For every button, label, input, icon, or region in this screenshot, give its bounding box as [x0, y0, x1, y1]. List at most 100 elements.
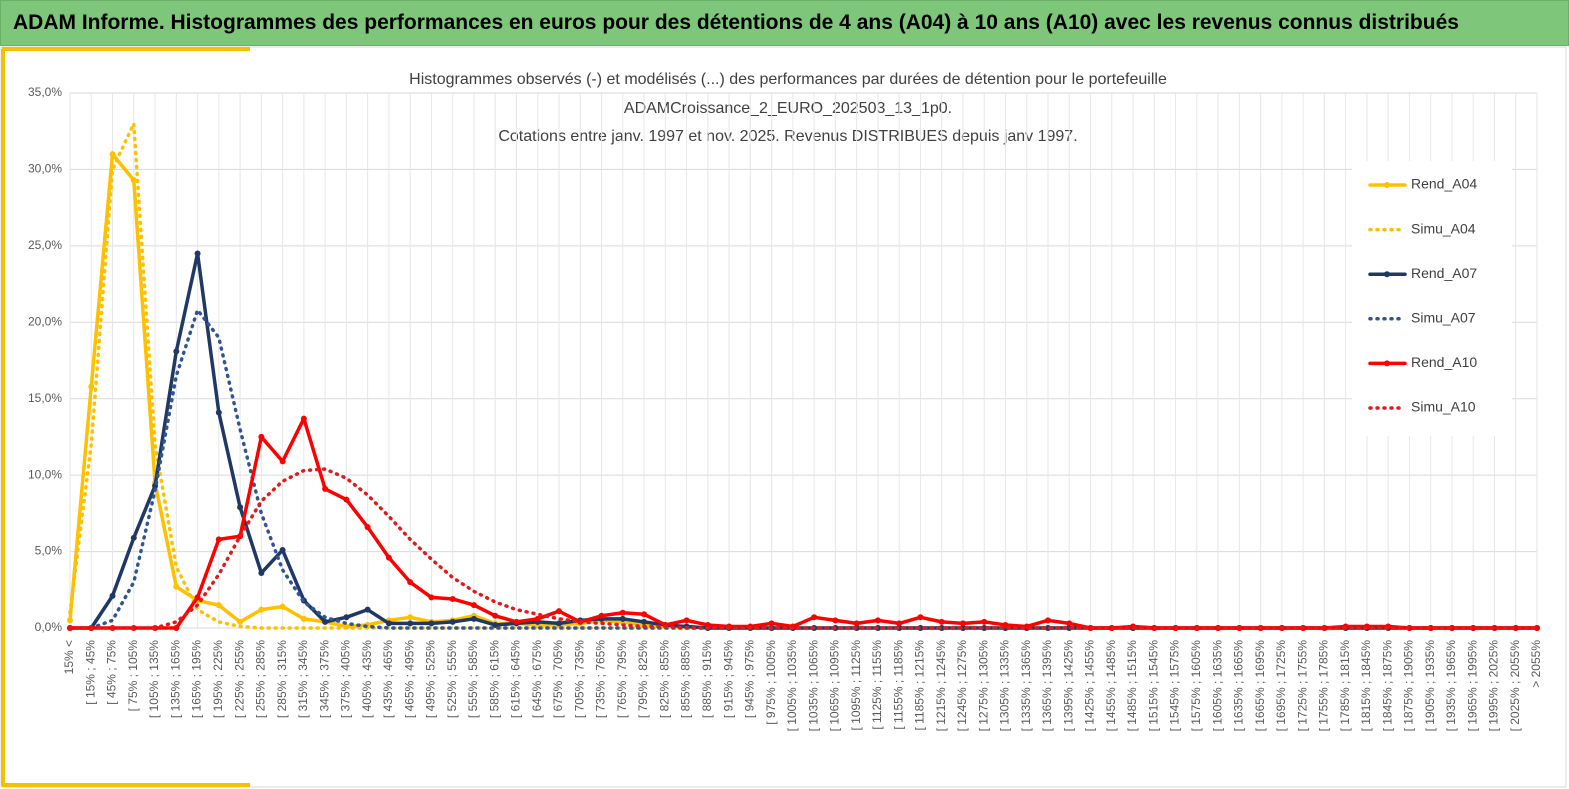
x-tick-label: [ 195% ; 225%	[211, 640, 225, 718]
data-point	[343, 614, 350, 621]
x-tick-label: [ 975% ; 1005%	[764, 640, 778, 725]
y-tick-label: 30,0%	[28, 162, 62, 176]
data-point	[853, 620, 860, 627]
x-tick-label: 15% <	[62, 640, 76, 674]
data-point	[279, 603, 286, 610]
data-point	[109, 151, 116, 158]
x-tick-label: [ 1485% ; 1515%	[1125, 640, 1139, 732]
data-point	[130, 177, 137, 184]
data-point	[237, 618, 244, 625]
x-tick-label: [ 885% ; 915%	[700, 640, 714, 718]
data-point	[1534, 625, 1540, 631]
data-point	[1045, 617, 1051, 624]
data-point	[173, 348, 180, 355]
data-point	[343, 496, 350, 503]
x-tick-label: [ 1095% ; 1125%	[849, 640, 863, 731]
x-tick-label: [ 1815% ; 1845%	[1359, 640, 1373, 732]
legend-label: Rend_A07	[1411, 265, 1477, 281]
header: ADAM Informe. Histogrammes des performan…	[0, 0, 1569, 46]
data-point	[385, 620, 392, 627]
x-tick-label: [ 555% ; 585%	[466, 640, 480, 718]
x-tick-label: [ 1725% ; 1755%	[1295, 640, 1309, 732]
x-tick-label: [ 585% ; 615%	[487, 640, 501, 718]
data-point	[938, 618, 945, 625]
data-point	[300, 415, 307, 422]
x-tick-label: [ 615% ; 645%	[509, 640, 523, 718]
x-tick-label: [ 345% ; 375%	[317, 640, 331, 718]
data-point	[407, 620, 414, 627]
x-tick-label: [ 1605% ; 1635%	[1210, 640, 1224, 732]
legend-box	[1352, 161, 1512, 436]
data-point	[258, 433, 265, 440]
data-point	[258, 606, 265, 613]
x-tick-label: [ 1275% ; 1305%	[976, 640, 990, 732]
x-tick-label: [ 1065% ; 1095%	[828, 640, 842, 732]
legend-marker	[1384, 271, 1390, 278]
x-tick-label: [ 435% ; 465%	[381, 640, 395, 718]
data-point	[598, 612, 605, 619]
x-tick-label: [ 1575% ; 1605%	[1189, 640, 1203, 732]
x-tick-label: [ 765% ; 795%	[615, 640, 629, 718]
x-tick-label: [ 525% ; 555%	[445, 640, 459, 718]
x-tick-label: [ 1905% ; 1935%	[1423, 640, 1437, 732]
x-tick-label: [ 375% ; 405%	[339, 640, 353, 718]
data-point	[534, 615, 541, 622]
x-tick-label: > 2055%	[1529, 640, 1543, 688]
data-point	[1512, 625, 1519, 631]
data-point	[407, 579, 414, 586]
legend-label: Rend_A10	[1411, 354, 1477, 370]
data-point	[67, 617, 73, 624]
x-tick-label: [ 1965% ; 1995%	[1465, 640, 1479, 732]
y-tick-label: 15,0%	[28, 391, 62, 405]
x-tick-label: [ 1785% ; 1815%	[1338, 640, 1352, 732]
x-tick-label: [ 675% ; 705%	[551, 640, 565, 718]
data-point	[322, 485, 329, 492]
y-tick-label: 25,0%	[28, 238, 62, 252]
x-tick-label: [ 225% ; 255%	[232, 640, 246, 718]
x-tick-label: [ 2025% ; 2055%	[1508, 640, 1522, 732]
data-point	[556, 608, 562, 615]
data-point	[492, 612, 499, 619]
x-tick-label: [ 735% ; 765%	[594, 640, 608, 718]
chart: Histogrammes observés (-) et modélisés (…	[0, 46, 1567, 788]
data-point	[322, 618, 329, 625]
data-point	[1002, 621, 1009, 628]
data-point	[470, 615, 477, 622]
x-tick-label: [ 1635% ; 1665%	[1232, 640, 1246, 732]
data-point	[683, 617, 690, 624]
x-tick-label: [ 825% ; 855%	[657, 640, 671, 718]
data-point	[470, 602, 477, 609]
data-point	[1491, 625, 1498, 631]
x-tick-label: [ 1425% ; 1455%	[1083, 640, 1097, 732]
legend-label: Rend_A04	[1411, 176, 1477, 192]
data-point	[109, 592, 116, 599]
x-tick-label: [ 645% ; 675%	[530, 640, 544, 718]
data-point	[449, 595, 456, 602]
data-point	[981, 618, 988, 625]
data-point	[407, 614, 414, 621]
data-point	[619, 609, 626, 616]
x-tick-label: [ 135% ; 165%	[168, 640, 182, 718]
x-tick-label: [ 255% ; 285%	[254, 640, 268, 718]
data-point	[1066, 620, 1073, 627]
x-tick-label: [ 1875% ; 1905%	[1402, 640, 1416, 732]
data-point	[173, 625, 180, 631]
x-tick-label: [ 1125% ; 1155%	[870, 640, 884, 730]
data-point	[556, 620, 562, 627]
data-point	[768, 620, 775, 627]
x-tick-label: [ 1935% ; 1965%	[1444, 640, 1458, 732]
x-tick-label: [ 1755% ; 1785%	[1317, 640, 1331, 732]
x-tick-label: [ 855% ; 885%	[679, 640, 693, 718]
data-point	[811, 614, 818, 621]
data-point	[428, 620, 435, 627]
data-point	[279, 458, 286, 465]
x-tick-label: [ 285% ; 315%	[275, 640, 289, 718]
x-tick-label: [ 1335% ; 1365%	[1019, 640, 1033, 732]
x-tick-label: [ 405% ; 435%	[360, 640, 374, 718]
series-line	[68, 467, 1539, 630]
data-point	[428, 594, 435, 601]
x-tick-label: [ 1455% ; 1485%	[1104, 640, 1118, 732]
series-line	[68, 416, 1539, 630]
x-tick-label: [ 1365% ; 1395%	[1040, 640, 1054, 732]
